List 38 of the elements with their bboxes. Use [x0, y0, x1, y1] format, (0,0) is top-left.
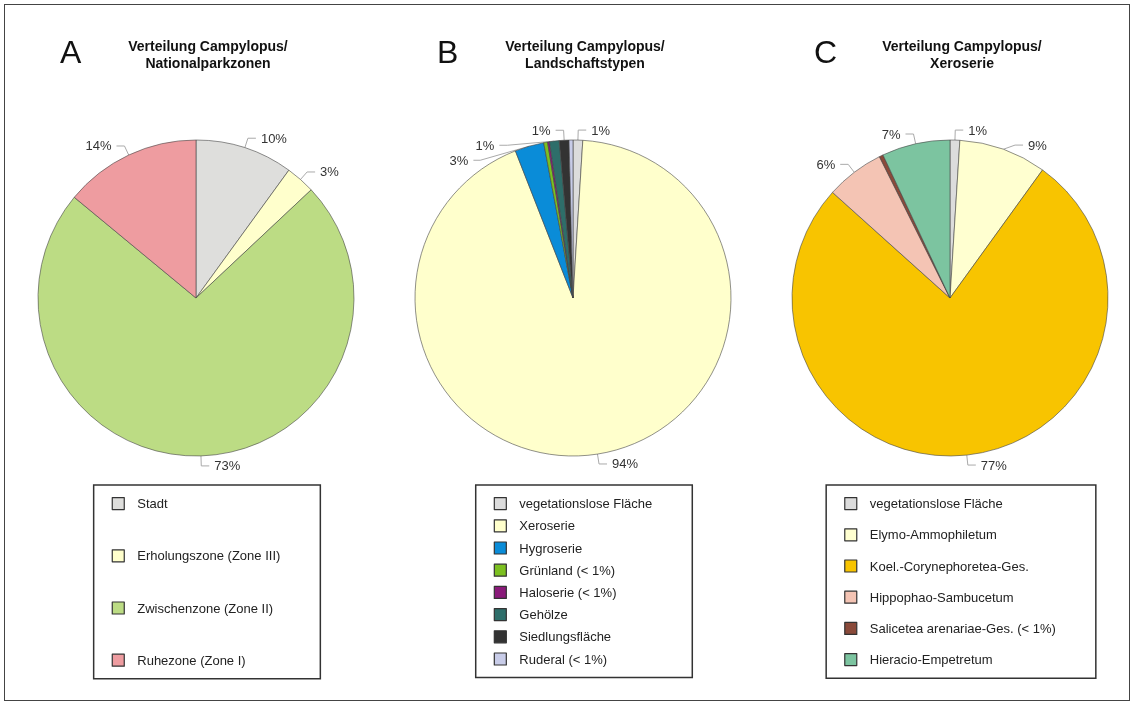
- legend-label: Hippophao-Sambucetum: [869, 589, 1014, 605]
- legend-label: Siedlungsfläche: [519, 629, 612, 645]
- data-label: 1%: [531, 122, 552, 138]
- legend-label: Grünland (< 1%): [519, 562, 616, 578]
- legend-label: Ruderal (< 1%): [519, 651, 608, 667]
- data-label: 94%: [612, 456, 639, 472]
- data-label: 3%: [320, 164, 340, 180]
- data-label: 6%: [816, 156, 836, 172]
- data-label: 73%: [214, 458, 241, 474]
- legend-label: Elymo-Ammophiletum: [869, 527, 997, 543]
- legend-label: Xeroserie: [519, 518, 575, 534]
- data-label: 1%: [475, 137, 495, 153]
- data-label: 7%: [881, 126, 901, 142]
- legend-label: Erholungszone (Zone III): [137, 548, 281, 564]
- legend-label: Gehölze: [519, 607, 568, 623]
- text: B: [437, 34, 459, 70]
- legend-label: Koel.-Corynephoretea-Ges.: [869, 558, 1029, 574]
- legend-label: Ruhezone (Zone I): [137, 652, 246, 668]
- data-label: 14%: [85, 138, 112, 154]
- data-label: 10%: [260, 130, 288, 146]
- legend-label: vegetationslose Fläche: [869, 496, 1003, 512]
- data-label: 3%: [449, 152, 469, 168]
- chart-title: Verteilung Campylopus/ Xeroserie: [882, 37, 1042, 71]
- data-label: 1%: [591, 122, 611, 138]
- chart-title: Verteilung Campylopus/ Nationalparkzonen: [128, 37, 288, 71]
- text: A: [60, 34, 82, 70]
- chart-title: Verteilung Campylopus/ Landschaftstypen: [505, 37, 665, 71]
- legend-label: Zwischenzone (Zone II): [137, 600, 274, 616]
- text: C: [814, 34, 838, 70]
- legend-label: Stadt: [137, 496, 168, 512]
- data-label: 77%: [980, 457, 1008, 473]
- legend-label: vegetationslose Fläche: [519, 496, 653, 512]
- data-label: 9%: [1028, 137, 1048, 153]
- legend-label: Salicetea arenariae-Ges. (< 1%): [869, 620, 1056, 636]
- legend-label: Hygroserie: [519, 540, 583, 556]
- legend-label: Haloserie (< 1%): [519, 584, 617, 600]
- legend-label: Hieracio-Empetretum: [869, 652, 993, 668]
- data-label: 1%: [968, 122, 988, 138]
